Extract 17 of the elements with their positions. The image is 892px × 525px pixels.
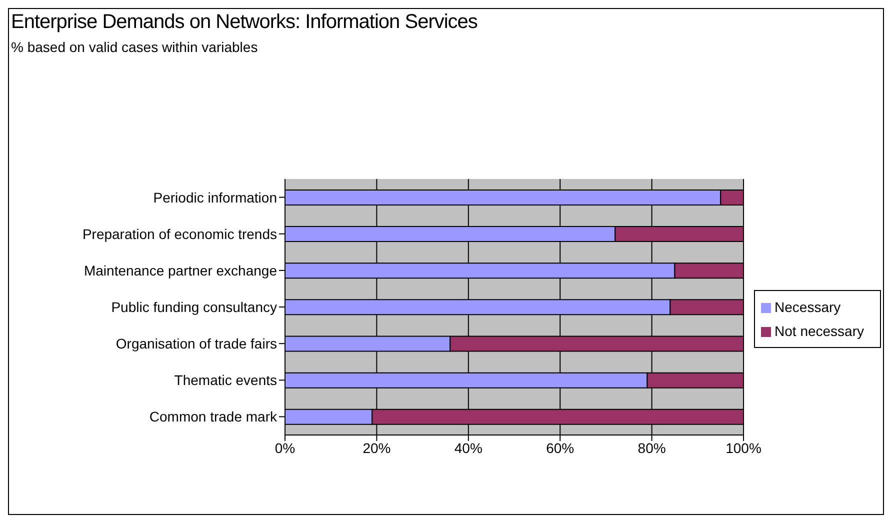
y-tick-label: Common trade mark (149, 408, 278, 425)
y-tick-label: Public funding consultancy (111, 298, 277, 315)
text: % based on valid cases within variables (11, 39, 258, 55)
x-tick-label: 20% (362, 440, 391, 456)
y-tick-label: Maintenance partner exchange (84, 262, 278, 278)
y-tick-label: Thematic events (174, 372, 277, 388)
y-tick-label: Organisation of trade fairs (116, 336, 277, 352)
chart-title: Enterprise Demands on Networks: Information Services (11, 11, 478, 34)
x-tick-label: 80% (638, 440, 666, 456)
legend-label: Necessary (774, 299, 841, 315)
x-tick-label: 0% (274, 440, 296, 456)
x-tick-label: 40% (454, 440, 482, 456)
y-tick-label: Periodic information (153, 189, 277, 206)
legend-label: Not necessary (774, 323, 864, 339)
x-tick-label: 60% (546, 440, 574, 456)
y-tick-label: Preparation of economic trends (82, 226, 277, 242)
x-tick-label: 100% (726, 440, 762, 456)
